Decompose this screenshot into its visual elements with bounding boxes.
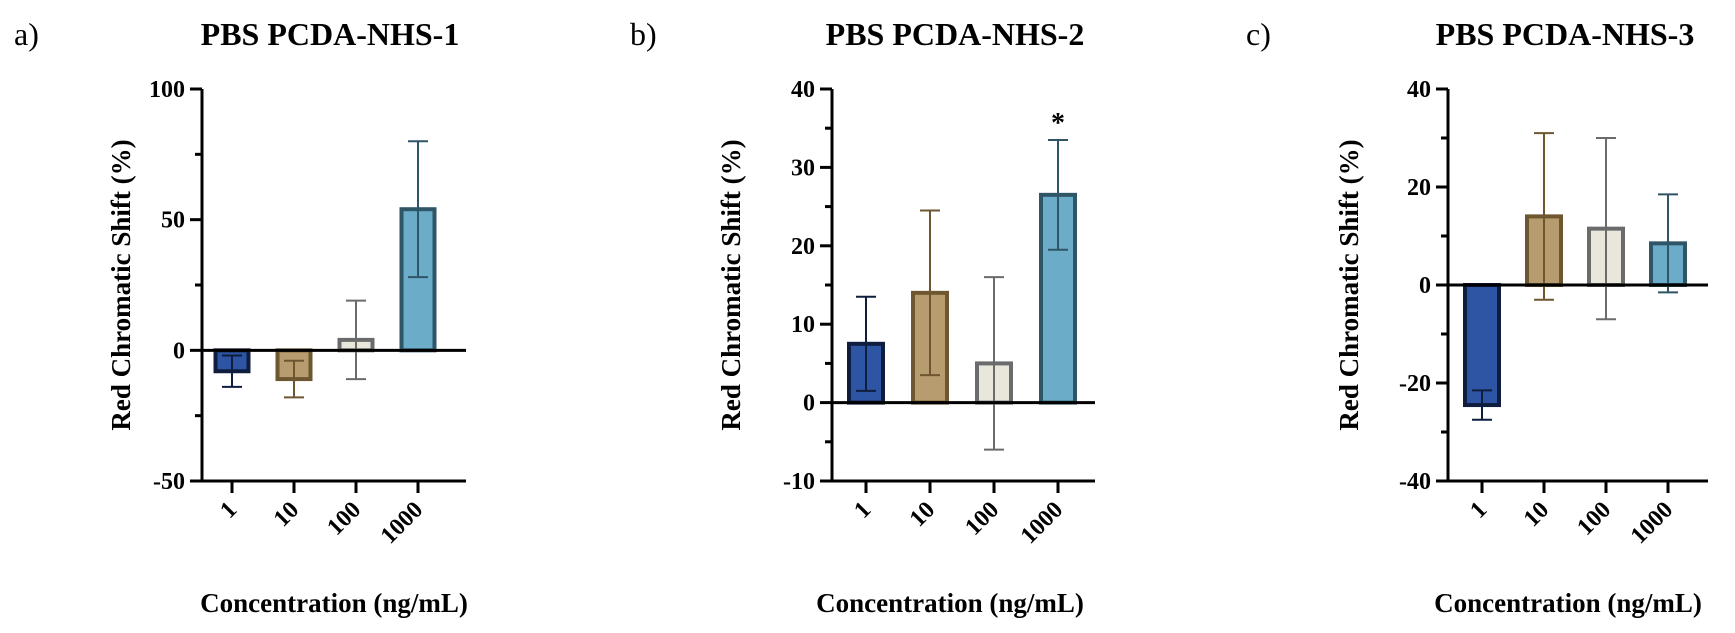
y-tick-label: 0 xyxy=(803,391,815,417)
x-tick-label: 1000 xyxy=(1016,497,1068,549)
chart-panel-3: c) PBS PCDA-NHS-3 -40 -20 0 20 40 1 10 100 1000 Red… xyxy=(1246,16,1708,618)
x-tick-label: 1000 xyxy=(376,497,428,549)
y-tick-label: -20 xyxy=(1399,371,1431,397)
y-tick-label: -50 xyxy=(153,469,185,495)
chart-title: PBS PCDA-NHS-3 xyxy=(1436,16,1695,52)
y-tick-label: 50 xyxy=(161,208,185,234)
y-tick-label: -10 xyxy=(783,469,815,495)
y-axis-title: Red Chromatic Shift (%) xyxy=(1334,139,1364,430)
bar-1 xyxy=(1463,283,1501,408)
y-tick-label: 100 xyxy=(149,77,185,103)
x-tick-label: 1 xyxy=(1465,497,1492,524)
x-axis-title: Concentration (ng/mL) xyxy=(200,588,468,618)
x-axis-title: Concentration (ng/mL) xyxy=(1434,588,1702,618)
x-axis-title: Concentration (ng/mL) xyxy=(816,588,1084,618)
x-tick-label: 100 xyxy=(960,497,1004,541)
chart-title: PBS PCDA-NHS-2 xyxy=(826,16,1085,52)
y-axis-title: Red Chromatic Shift (%) xyxy=(716,139,746,430)
panel-label: b) xyxy=(630,16,657,52)
chart-panel-2: b) PBS PCDA-NHS-2 -10 0 10 20 30 40 1 10 100 1000 * R… xyxy=(630,16,1095,618)
x-tick-label: 10 xyxy=(905,497,940,532)
x-tick-label: 1 xyxy=(849,497,876,524)
y-axis-title: Red Chromatic Shift (%) xyxy=(106,139,136,430)
y-tick-label: 0 xyxy=(173,338,185,364)
x-tick-label: 10 xyxy=(269,497,304,532)
x-tick-label: 100 xyxy=(322,497,366,541)
y-tick-label: -40 xyxy=(1399,469,1431,495)
y-tick-label: 20 xyxy=(791,234,815,260)
x-tick-label: 1 xyxy=(215,497,242,524)
y-tick-label: 20 xyxy=(1407,175,1431,201)
chart-title: PBS PCDA-NHS-1 xyxy=(201,16,460,52)
x-tick-label: 10 xyxy=(1519,497,1554,532)
panel-label: c) xyxy=(1246,16,1271,52)
x-tick-label: 100 xyxy=(1572,497,1616,541)
y-tick-label: 40 xyxy=(791,77,815,103)
y-tick-label: 10 xyxy=(791,312,815,338)
significance-star: * xyxy=(1051,108,1065,139)
y-tick-label: 30 xyxy=(791,155,815,181)
x-tick-label: 1000 xyxy=(1626,497,1678,549)
y-tick-label: 0 xyxy=(1419,273,1431,299)
y-tick-label: 40 xyxy=(1407,77,1431,103)
panel-label: a) xyxy=(14,16,39,52)
